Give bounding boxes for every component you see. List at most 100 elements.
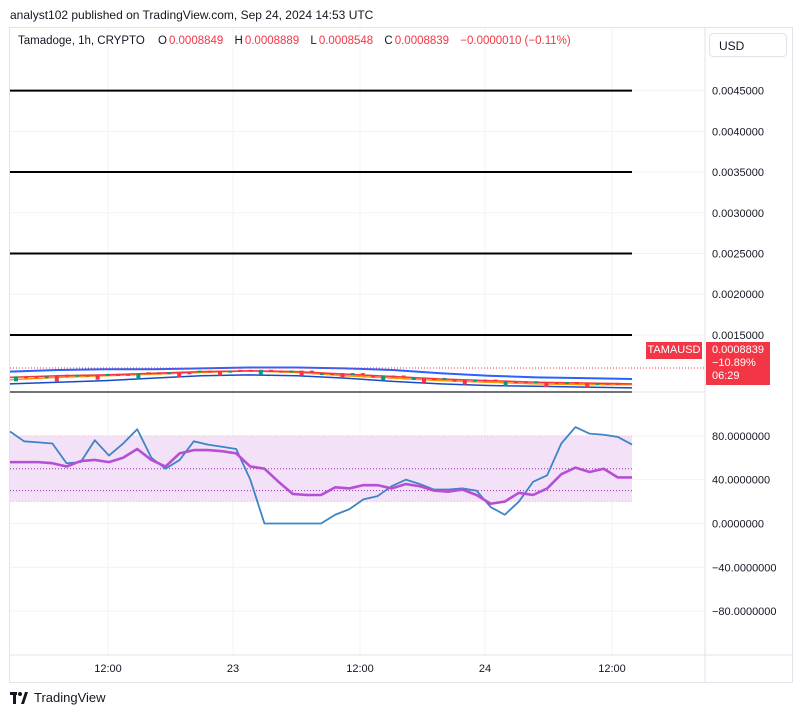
candle [442,377,447,380]
price-series-line [9,370,633,385]
stochastic-axis[interactable]: 80.0000000 40.0000000 0.0000000 −40.0000000… [712,431,777,618]
price-tick-label: 0.0040000 [712,126,764,138]
candle [513,381,518,384]
close-label: C [384,35,393,47]
candle [65,374,69,377]
candle [54,376,59,382]
tradingview-brand: TradingView [34,690,106,705]
candle [493,379,498,382]
candle [595,382,600,385]
stoch-band-fill [10,435,632,502]
stochastic-lines [9,426,633,525]
candle [248,369,253,372]
price-tick-label: 0.0025000 [712,249,764,261]
candle [585,382,590,388]
candle [167,372,171,375]
published-line: analyst102 published on TradingView.com,… [10,8,374,22]
stoch-tick-label: −80.0000000 [712,606,777,618]
candle [524,381,528,384]
candle [24,376,29,379]
candle [381,375,386,381]
candle [105,373,110,376]
candle [14,376,18,382]
candle [564,382,569,385]
candle [473,379,477,382]
candle [575,382,579,385]
candle [605,382,610,385]
candle [330,373,335,376]
time-tick-label: 12:00 [598,663,626,675]
last-price: 0.0008839 [712,344,764,356]
price-series-line [9,374,633,389]
candle [187,372,192,375]
candle [218,370,222,376]
footer-brand[interactable]: TradingView [10,690,106,705]
price-lines [9,366,633,389]
candle [126,373,131,376]
grid [10,28,705,655]
time-axis[interactable]: 12:00 23 12:00 24 12:00 [94,663,626,675]
candle [299,370,304,376]
stoch-series-line [9,426,633,525]
candle [401,375,406,378]
candle [534,381,539,384]
low-label: L [310,35,317,47]
candle [156,372,161,375]
candle [309,370,314,373]
candle [371,375,375,378]
stoch-tick-label: 0.0000000 [712,519,764,531]
candle [95,374,100,380]
bar-countdown: 06:29 [712,370,740,382]
candle [207,370,212,373]
price-tick-label: 0.0015000 [712,330,764,342]
symbol-price-tag: TAMAUSD [646,342,702,359]
close-value: 0.0008839 [394,35,450,47]
horizontal-levels [10,89,632,393]
candle [279,370,284,373]
candle [350,373,355,376]
candle [554,382,559,385]
open-label: O [157,35,167,47]
price-axis[interactable]: 0.0045000 0.0040000 0.0035000 0.0030000 0.00… [712,86,764,342]
time-tick-label: 23 [227,663,239,675]
candle [44,376,49,379]
price-tick-label: 0.0045000 [712,86,764,98]
candle [228,370,233,373]
time-tick-label: 24 [479,663,491,675]
candle [432,377,437,380]
candle [452,379,457,382]
legend-symbol: Tamadoge, 1h, CRYPTO [18,35,145,47]
chart-frame [9,27,793,683]
stochastic-band [10,435,632,503]
candle [269,369,273,372]
candle [258,369,263,375]
candle [34,376,39,379]
candle [411,377,416,380]
candle [615,382,620,385]
high-label: H [234,35,243,47]
price-series-line [9,366,633,380]
price-tick-label: 0.0030000 [712,208,764,220]
candle [462,379,467,385]
last-price-tag: 0.0008839 −10.89% 06:29 [706,342,770,385]
candle [238,369,243,372]
high-value: 0.0008889 [244,35,300,47]
candle [116,373,120,376]
time-tick-label: 12:00 [346,663,374,675]
candle [75,374,80,377]
currency-selector[interactable]: USD [709,33,787,57]
ohlc-legend: Tamadoge, 1h, CRYPTO O 0.0008849 H 0.00088… [18,35,579,47]
price-tick-label: 0.0035000 [712,167,764,179]
price-change-pct: −10.89% [712,357,756,369]
change-value: −0.0000010 (−0.11%) [460,35,571,47]
candle [289,370,294,373]
stoch-tick-label: 40.0000000 [712,475,770,487]
candle [391,375,396,378]
candle [320,373,324,376]
candle [422,377,426,383]
stoch-tick-label: 80.0000000 [712,431,770,443]
time-tick-label: 12:00 [94,663,122,675]
candle [360,373,365,376]
candles [14,369,620,388]
